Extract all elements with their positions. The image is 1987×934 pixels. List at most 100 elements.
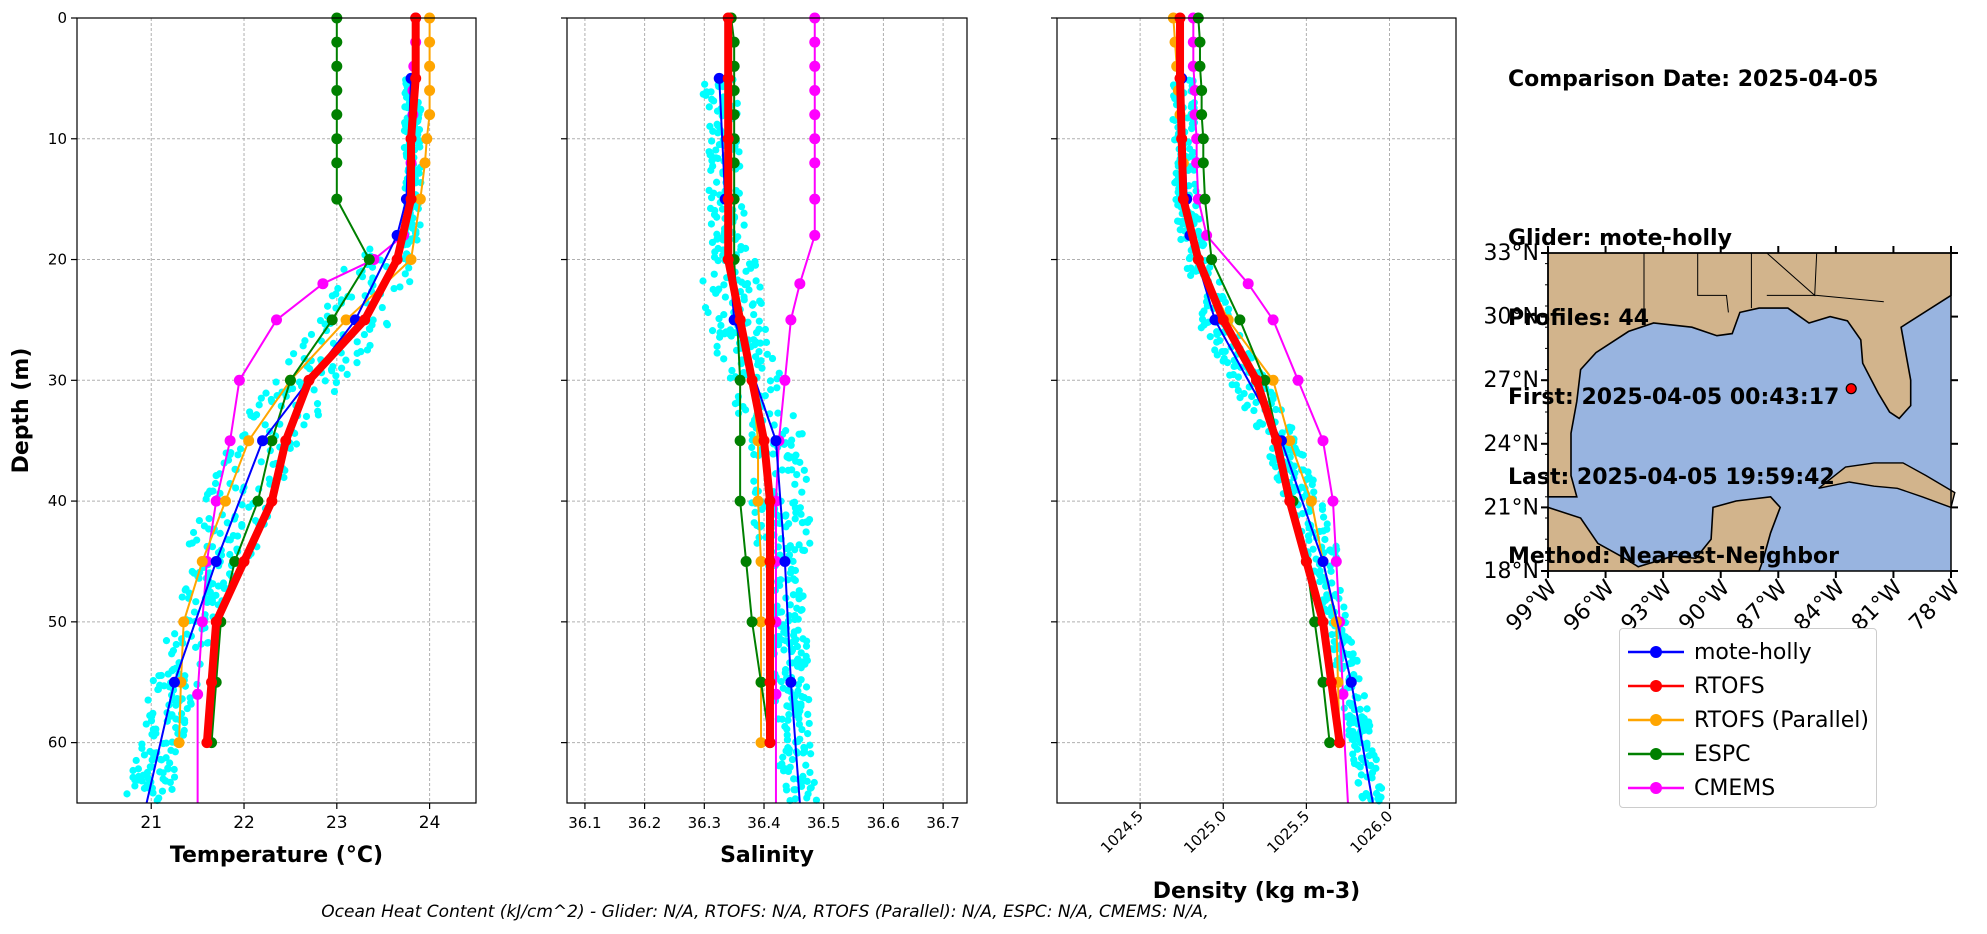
axes-frame [1056, 17, 1457, 804]
glider-observation-dot [793, 604, 801, 612]
glider-observation-dot [1272, 405, 1280, 414]
glider-observation-dot [1179, 220, 1187, 228]
legend-item-cmems: CMEMS [1620, 771, 1876, 805]
glider-observation-dot [741, 406, 750, 414]
data-point [1292, 374, 1304, 386]
glider-observation-dot [313, 400, 322, 408]
glider-observation-dot [189, 528, 198, 537]
glider-observation-dot [158, 787, 167, 795]
x-tick-label: 1026.0 [1346, 807, 1396, 857]
glider-observation-dot [172, 715, 180, 723]
data-point [1259, 374, 1271, 386]
glider-observation-dot [188, 567, 196, 576]
glider-observation-dot [1211, 346, 1219, 354]
glider-observation-dot [1362, 719, 1370, 727]
data-point [764, 737, 776, 749]
data-point [419, 157, 431, 169]
data-point [206, 676, 218, 688]
data-point [785, 314, 797, 326]
x-tick-label: 1025.5 [1263, 807, 1313, 857]
glider-observation-dot [226, 550, 234, 559]
glider-observation-dot [1176, 226, 1184, 234]
glider-observation-dot [353, 359, 361, 367]
glider-observation-dot [1278, 429, 1286, 437]
glider-observation-dot [788, 755, 797, 764]
glider-observation-dot [156, 768, 164, 776]
data-point [1317, 435, 1329, 447]
glider-observation-dot [709, 162, 717, 170]
data-point [219, 495, 231, 507]
data-point [734, 435, 746, 447]
glider-observation-dot [1216, 337, 1224, 345]
glider-observation-dot [804, 710, 812, 718]
lat-label: 27°N [1484, 368, 1539, 393]
glider-observation-dot [1189, 148, 1197, 157]
data-point [1201, 229, 1213, 241]
glider-observation-dot [740, 293, 748, 301]
glider-observation-dot [766, 377, 775, 385]
glider-observation-dot [1372, 789, 1381, 798]
glider-observation-dot [1186, 253, 1194, 261]
glider-observation-dot [211, 479, 220, 488]
state-border [1697, 253, 1729, 313]
glider-observation-dot [334, 284, 342, 293]
legend-item-rtofs: RTOFS [1620, 669, 1876, 703]
data-point [173, 737, 185, 749]
glider-observation-dot [748, 443, 756, 452]
glider-observation-dot [803, 777, 811, 785]
glider-observation-dot [802, 683, 811, 691]
glider-observation-dot [1360, 692, 1368, 700]
glider-observation-dot [140, 784, 149, 792]
land-us [1547, 252, 1952, 498]
glider-observation-dot [299, 342, 307, 350]
legend-label: ESPC [1694, 741, 1751, 767]
data-point [1176, 133, 1188, 145]
glider-observation-dot [744, 318, 752, 326]
glider-observation-dot [701, 80, 709, 88]
glider-observation-dot [800, 745, 809, 753]
data-point [764, 495, 776, 507]
data-point [266, 435, 278, 447]
x-tick-label: 21 [140, 813, 162, 833]
glider-observation-dot [791, 515, 799, 523]
glider-observation-dot [777, 608, 786, 616]
glider-observation-dot [789, 499, 797, 507]
data-point [770, 435, 782, 447]
glider-observation-dot [247, 411, 255, 420]
glider-observation-dot [780, 646, 788, 654]
glider-observation-dot [740, 209, 748, 217]
glider-observation-dot [342, 356, 350, 364]
glider-observation-dot [269, 460, 277, 468]
glider-observation-dot [717, 321, 725, 330]
data-point [764, 676, 776, 688]
glider-observation-dot [1206, 263, 1214, 271]
lat-label: 30°N [1484, 305, 1539, 330]
glider-observation-dot [777, 677, 785, 686]
glider-observation-dot [727, 332, 735, 340]
glider-observation-dot [209, 487, 217, 495]
glider-observation-dot [756, 283, 764, 291]
glider-observation-dot [742, 267, 750, 275]
glider-observation-dot [255, 401, 263, 409]
glider-observation-dot [1252, 422, 1261, 430]
glider-observation-dot [728, 366, 736, 375]
data-point [1345, 676, 1357, 688]
glider-observation-dot [150, 732, 158, 740]
data-point [252, 495, 264, 507]
data-point [405, 133, 417, 145]
data-point [809, 133, 821, 145]
data-point [229, 555, 241, 567]
data-point [746, 616, 758, 628]
glider-observation-dot [767, 386, 775, 394]
glider-observation-dot [183, 704, 191, 713]
glider-observation-dot [257, 458, 265, 466]
glider-observation-dot [799, 546, 807, 554]
glider-observation-dot [713, 213, 721, 221]
data-point [257, 435, 269, 447]
glider-observation-dot [714, 257, 722, 265]
data-point [196, 616, 208, 628]
glider-observation-dot [170, 773, 179, 781]
glider-observation-dot [712, 178, 721, 186]
glider-observation-dot [401, 118, 409, 127]
data-point [1242, 278, 1254, 290]
